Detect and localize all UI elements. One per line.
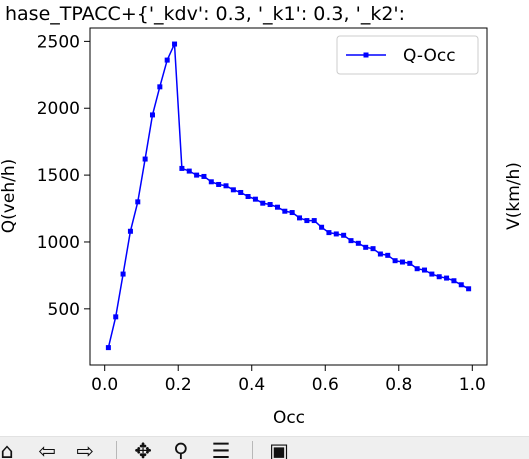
data-point xyxy=(458,282,464,288)
x-tick-label: 0.6 xyxy=(312,375,339,395)
data-point xyxy=(282,208,288,214)
legend-label-q-occ: Q-Occ xyxy=(403,46,456,66)
x-tick-label: 0.0 xyxy=(91,375,118,395)
data-point xyxy=(127,228,133,234)
home-icon[interactable]: ⌂ xyxy=(0,439,14,459)
data-point xyxy=(370,246,376,252)
y-axis-ticks: 500 1000 1500 2000 2500 xyxy=(37,32,90,320)
data-point xyxy=(186,168,192,174)
data-point xyxy=(392,258,398,264)
x-tick-label: 0.2 xyxy=(165,375,192,395)
x-axis-ticks: 0.0 0.2 0.4 0.6 0.8 1.0 xyxy=(91,365,486,395)
data-point xyxy=(149,112,155,118)
data-point xyxy=(157,84,163,90)
data-point xyxy=(120,271,126,277)
save-icon[interactable]: ▣ xyxy=(269,439,289,459)
data-point xyxy=(297,215,303,221)
y-tick-label: 1000 xyxy=(37,233,80,253)
data-point xyxy=(422,267,428,273)
data-point xyxy=(172,41,178,47)
legend-marker-sample xyxy=(363,52,369,58)
data-point xyxy=(355,240,361,246)
y-axis-label: Q(veh/h) xyxy=(0,159,19,233)
pan-icon[interactable]: ✥ xyxy=(134,439,152,459)
data-point xyxy=(304,218,310,224)
y-tick-label: 2500 xyxy=(37,32,80,52)
data-point xyxy=(267,202,273,208)
data-point xyxy=(179,165,185,171)
y-tick-label: 1500 xyxy=(37,166,80,186)
toolbar-separator xyxy=(116,441,117,459)
data-point xyxy=(385,252,391,258)
plot-area-frame xyxy=(89,27,488,366)
data-point xyxy=(194,172,200,178)
plot-content xyxy=(105,41,472,351)
data-point xyxy=(252,196,258,202)
data-point xyxy=(377,251,383,257)
data-point xyxy=(326,230,332,236)
data-point xyxy=(451,278,457,284)
data-point xyxy=(230,187,236,193)
x-axis-label: Occ xyxy=(273,408,305,428)
data-point xyxy=(113,314,119,320)
configure-subplots-icon[interactable]: ☰ xyxy=(211,439,231,459)
x-tick-label: 0.8 xyxy=(385,375,412,395)
forward-arrow-icon[interactable]: ⇨ xyxy=(76,439,94,459)
data-point xyxy=(274,204,280,210)
data-point xyxy=(341,232,347,238)
data-point xyxy=(142,156,148,162)
data-point xyxy=(216,181,222,187)
series-line-q-occ xyxy=(107,43,469,348)
x-tick-label: 1.0 xyxy=(459,375,486,395)
y-tick-label: 2000 xyxy=(37,99,80,119)
data-point xyxy=(238,189,244,195)
data-point xyxy=(319,224,325,230)
zoom-icon[interactable]: ⚲ xyxy=(173,439,189,459)
x-tick-label: 0.4 xyxy=(238,375,265,395)
data-point xyxy=(208,179,214,185)
data-point xyxy=(223,183,229,189)
chart-title: hase_TPACC+{'_kdv': 0.3, '_k1': 0.3, '_k… xyxy=(5,3,405,25)
data-point xyxy=(105,345,111,351)
figure-toolbar: ⌂ ⇦ ⇨ ✥ ⚲ ☰ ▣ xyxy=(0,436,529,459)
data-point xyxy=(399,259,405,265)
data-point xyxy=(414,266,420,272)
data-point xyxy=(260,200,266,206)
data-point xyxy=(363,244,369,250)
data-point xyxy=(466,286,472,292)
chart: hase_TPACC+{'_kdv': 0.3, '_k1': 0.3, '_k… xyxy=(0,3,524,428)
data-point xyxy=(135,199,141,205)
data-point xyxy=(201,173,207,179)
legend-frame xyxy=(336,35,479,75)
data-point xyxy=(164,57,170,63)
y-axis-right-label: V(km/h) xyxy=(504,162,524,230)
data-point xyxy=(333,231,339,237)
back-arrow-icon[interactable]: ⇦ xyxy=(38,439,56,459)
data-point xyxy=(436,274,442,280)
data-point xyxy=(444,275,450,281)
data-point xyxy=(407,260,413,266)
data-point xyxy=(429,271,435,277)
y-tick-label: 500 xyxy=(48,300,80,320)
data-point xyxy=(311,218,317,224)
data-point xyxy=(289,210,295,216)
legend: Q-Occ xyxy=(336,35,479,75)
data-point xyxy=(348,238,354,244)
data-point xyxy=(245,194,251,199)
toolbar-separator xyxy=(252,441,253,459)
